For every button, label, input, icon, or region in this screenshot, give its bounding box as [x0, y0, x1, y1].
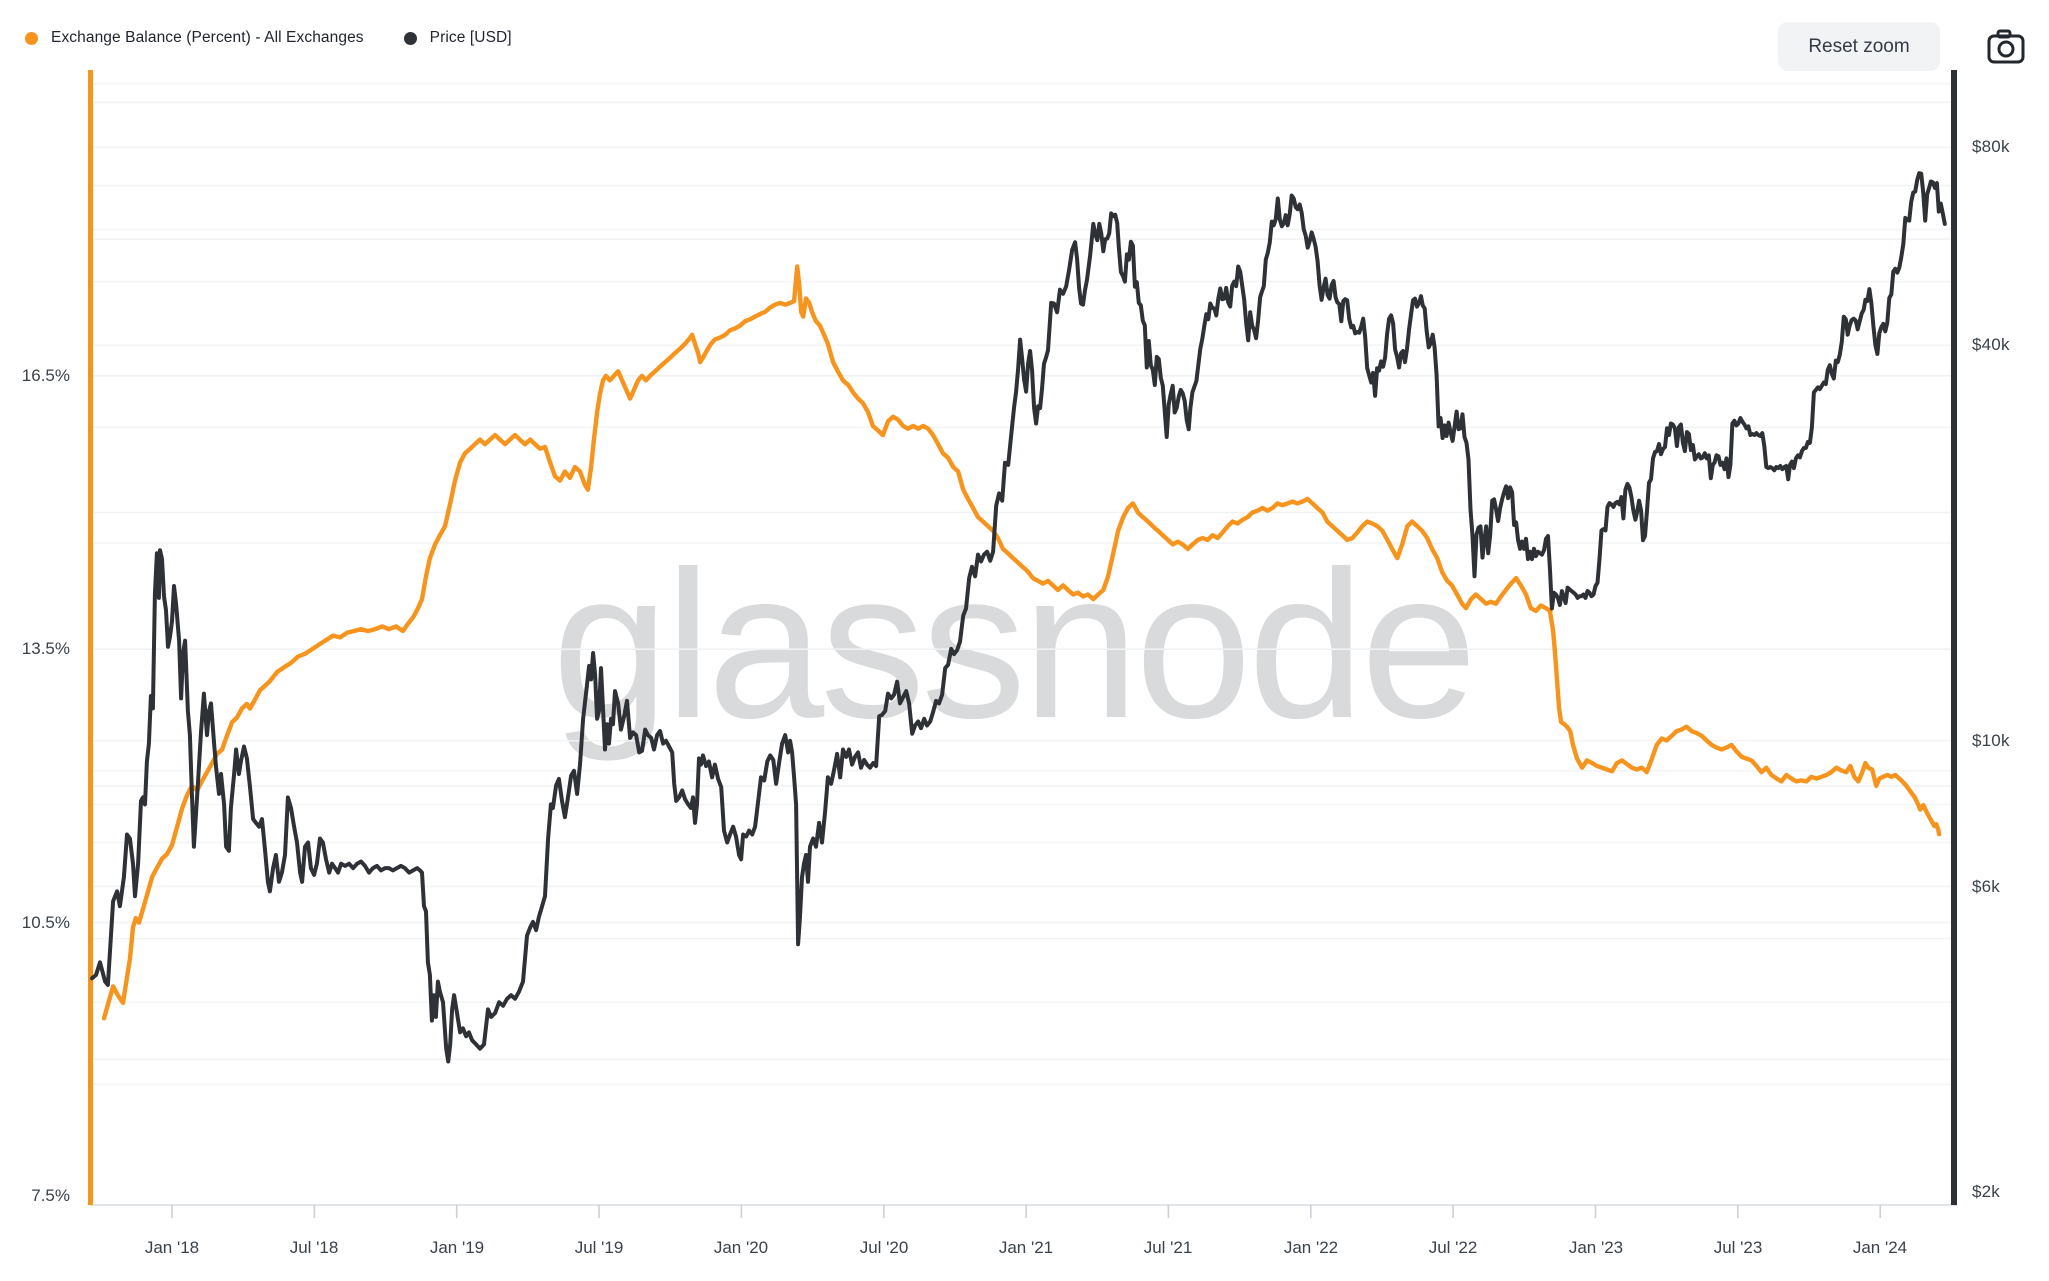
legend-item-label: Exchange Balance (Percent) - All Exchang… — [51, 29, 364, 46]
legend-dot-icon — [403, 31, 417, 45]
y-axis-label-right: $2k — [1972, 1182, 2001, 1201]
series-price — [90, 171, 1947, 1064]
legend-item-exchange-balance[interactable]: Exchange Balance (Percent) - All Exchang… — [25, 29, 364, 47]
x-axis-label: Jan '19 — [429, 1238, 485, 1257]
x-axis-label: Jan '18 — [144, 1238, 200, 1257]
x-axis-label: Jul '21 — [1143, 1238, 1193, 1257]
legend-dot-icon — [25, 31, 38, 45]
y-axis-label-right: $10k — [1972, 731, 2010, 750]
x-axis-label: Jul '20 — [859, 1238, 909, 1257]
x-axis-label: Jul '23 — [1713, 1238, 1763, 1257]
legend: Exchange Balance (Percent) - All Exchang… — [25, 0, 512, 76]
y-axis-label-right: $80k — [1972, 137, 2010, 156]
x-axis-label: Jan '23 — [1568, 1238, 1624, 1257]
x-axis-label: Jan '24 — [1852, 1238, 1908, 1257]
camera-button[interactable] — [1986, 28, 2026, 66]
x-axis-label: Jan '22 — [1283, 1238, 1339, 1257]
x-axis-label: Jan '21 — [998, 1238, 1054, 1257]
right-axis-spine — [1951, 70, 1957, 1205]
y-axis-label-left: 16.5% — [21, 366, 70, 385]
reset-zoom-button[interactable]: Reset zoom — [1778, 22, 1940, 71]
y-axis-label-left: 7.5% — [31, 1186, 70, 1205]
left-axis-spine — [88, 70, 93, 1205]
top-bar: Exchange Balance (Percent) - All Exchang… — [0, 0, 2049, 76]
x-axis-label: Jul '18 — [289, 1238, 339, 1257]
legend-item-label: Price [USD] — [429, 29, 512, 46]
y-axis-label-left: 10.5% — [21, 913, 70, 932]
x-axis-label: Jul '22 — [1428, 1238, 1478, 1257]
y-axis-label-right: $6k — [1972, 877, 2001, 896]
y-axis-label-right: $40k — [1972, 335, 2010, 354]
legend-item-price[interactable]: Price [USD] — [403, 29, 512, 47]
y-axis-label-left: 13.5% — [21, 639, 70, 658]
watermark: glassnode — [552, 527, 1477, 762]
camera-icon — [1987, 29, 2025, 64]
x-axis-label: Jan '20 — [713, 1238, 769, 1257]
series-exchange-balance — [101, 264, 1942, 1021]
x-axis-label: Jul '19 — [574, 1238, 624, 1257]
